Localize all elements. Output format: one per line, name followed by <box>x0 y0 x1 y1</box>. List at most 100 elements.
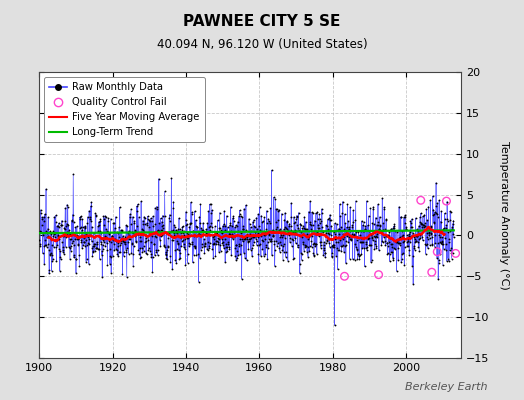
Point <box>91 248 99 254</box>
Point <box>172 226 180 233</box>
Point <box>54 233 62 239</box>
Point <box>285 220 293 227</box>
Point <box>62 220 71 227</box>
Point <box>351 256 359 263</box>
Point <box>152 249 160 256</box>
Point <box>68 217 76 224</box>
Point <box>248 233 257 239</box>
Point <box>339 235 347 242</box>
Point <box>136 233 144 240</box>
Point <box>252 214 260 221</box>
Point <box>312 230 321 236</box>
Point <box>200 250 209 256</box>
Point <box>297 222 305 229</box>
Point <box>446 208 454 214</box>
Point <box>368 220 377 226</box>
Point <box>190 243 198 249</box>
Point <box>394 244 402 251</box>
Point <box>303 248 311 255</box>
Point <box>301 244 309 250</box>
Point <box>303 244 312 250</box>
Point <box>206 223 215 229</box>
Point <box>328 254 336 260</box>
Point <box>82 237 90 243</box>
Point <box>147 215 155 222</box>
Point <box>316 241 325 248</box>
Point <box>253 242 261 248</box>
Point <box>360 227 368 234</box>
Point <box>286 235 294 242</box>
Point <box>438 238 446 245</box>
Point <box>234 228 242 234</box>
Point <box>293 242 302 248</box>
Point <box>442 241 450 247</box>
Point <box>344 226 352 233</box>
Point <box>61 205 70 211</box>
Point <box>273 224 281 230</box>
Point <box>322 230 331 236</box>
Point <box>36 243 45 249</box>
Point <box>307 222 315 229</box>
Point <box>172 230 181 236</box>
Point <box>89 243 97 250</box>
Point <box>424 236 432 242</box>
Point <box>330 322 339 328</box>
Point <box>422 241 431 247</box>
Point <box>53 222 62 229</box>
Point <box>58 238 67 245</box>
Point <box>141 235 150 241</box>
Point <box>401 212 409 218</box>
Point <box>228 234 237 240</box>
Point <box>193 224 201 230</box>
Point <box>324 226 332 232</box>
Point <box>384 243 392 250</box>
Point <box>244 246 253 252</box>
Point <box>431 240 439 246</box>
Point <box>414 228 422 234</box>
Point <box>260 253 268 259</box>
Point <box>418 221 427 227</box>
Point <box>376 223 385 230</box>
Point <box>136 244 144 251</box>
Point <box>359 239 367 246</box>
Point <box>339 242 347 248</box>
Point <box>168 236 176 243</box>
Point <box>156 243 165 249</box>
Point <box>113 247 121 253</box>
Point <box>173 228 182 234</box>
Point <box>307 226 315 232</box>
Point <box>216 229 225 236</box>
Point <box>433 255 441 262</box>
Point <box>265 231 274 238</box>
Point <box>381 242 389 248</box>
Point <box>310 240 319 246</box>
Point <box>103 246 111 253</box>
Point <box>222 244 230 250</box>
Point <box>432 210 441 216</box>
Point <box>92 212 100 218</box>
Point <box>151 204 159 211</box>
Point <box>354 251 362 258</box>
Point <box>346 236 355 242</box>
Point <box>279 226 288 232</box>
Point <box>313 251 321 257</box>
Point <box>62 229 71 235</box>
Point <box>271 219 280 226</box>
Point <box>121 241 129 248</box>
Point <box>164 235 172 242</box>
Point <box>147 254 155 260</box>
Point <box>372 232 380 239</box>
Point <box>214 238 223 245</box>
Point <box>231 222 239 228</box>
Point <box>183 251 192 257</box>
Point <box>150 241 158 248</box>
Point <box>182 235 191 242</box>
Point <box>63 204 72 210</box>
Point <box>263 255 271 262</box>
Point <box>57 256 65 262</box>
Point <box>142 250 150 256</box>
Point <box>281 254 290 260</box>
Point <box>259 238 268 245</box>
Point <box>435 250 444 257</box>
Point <box>61 244 70 250</box>
